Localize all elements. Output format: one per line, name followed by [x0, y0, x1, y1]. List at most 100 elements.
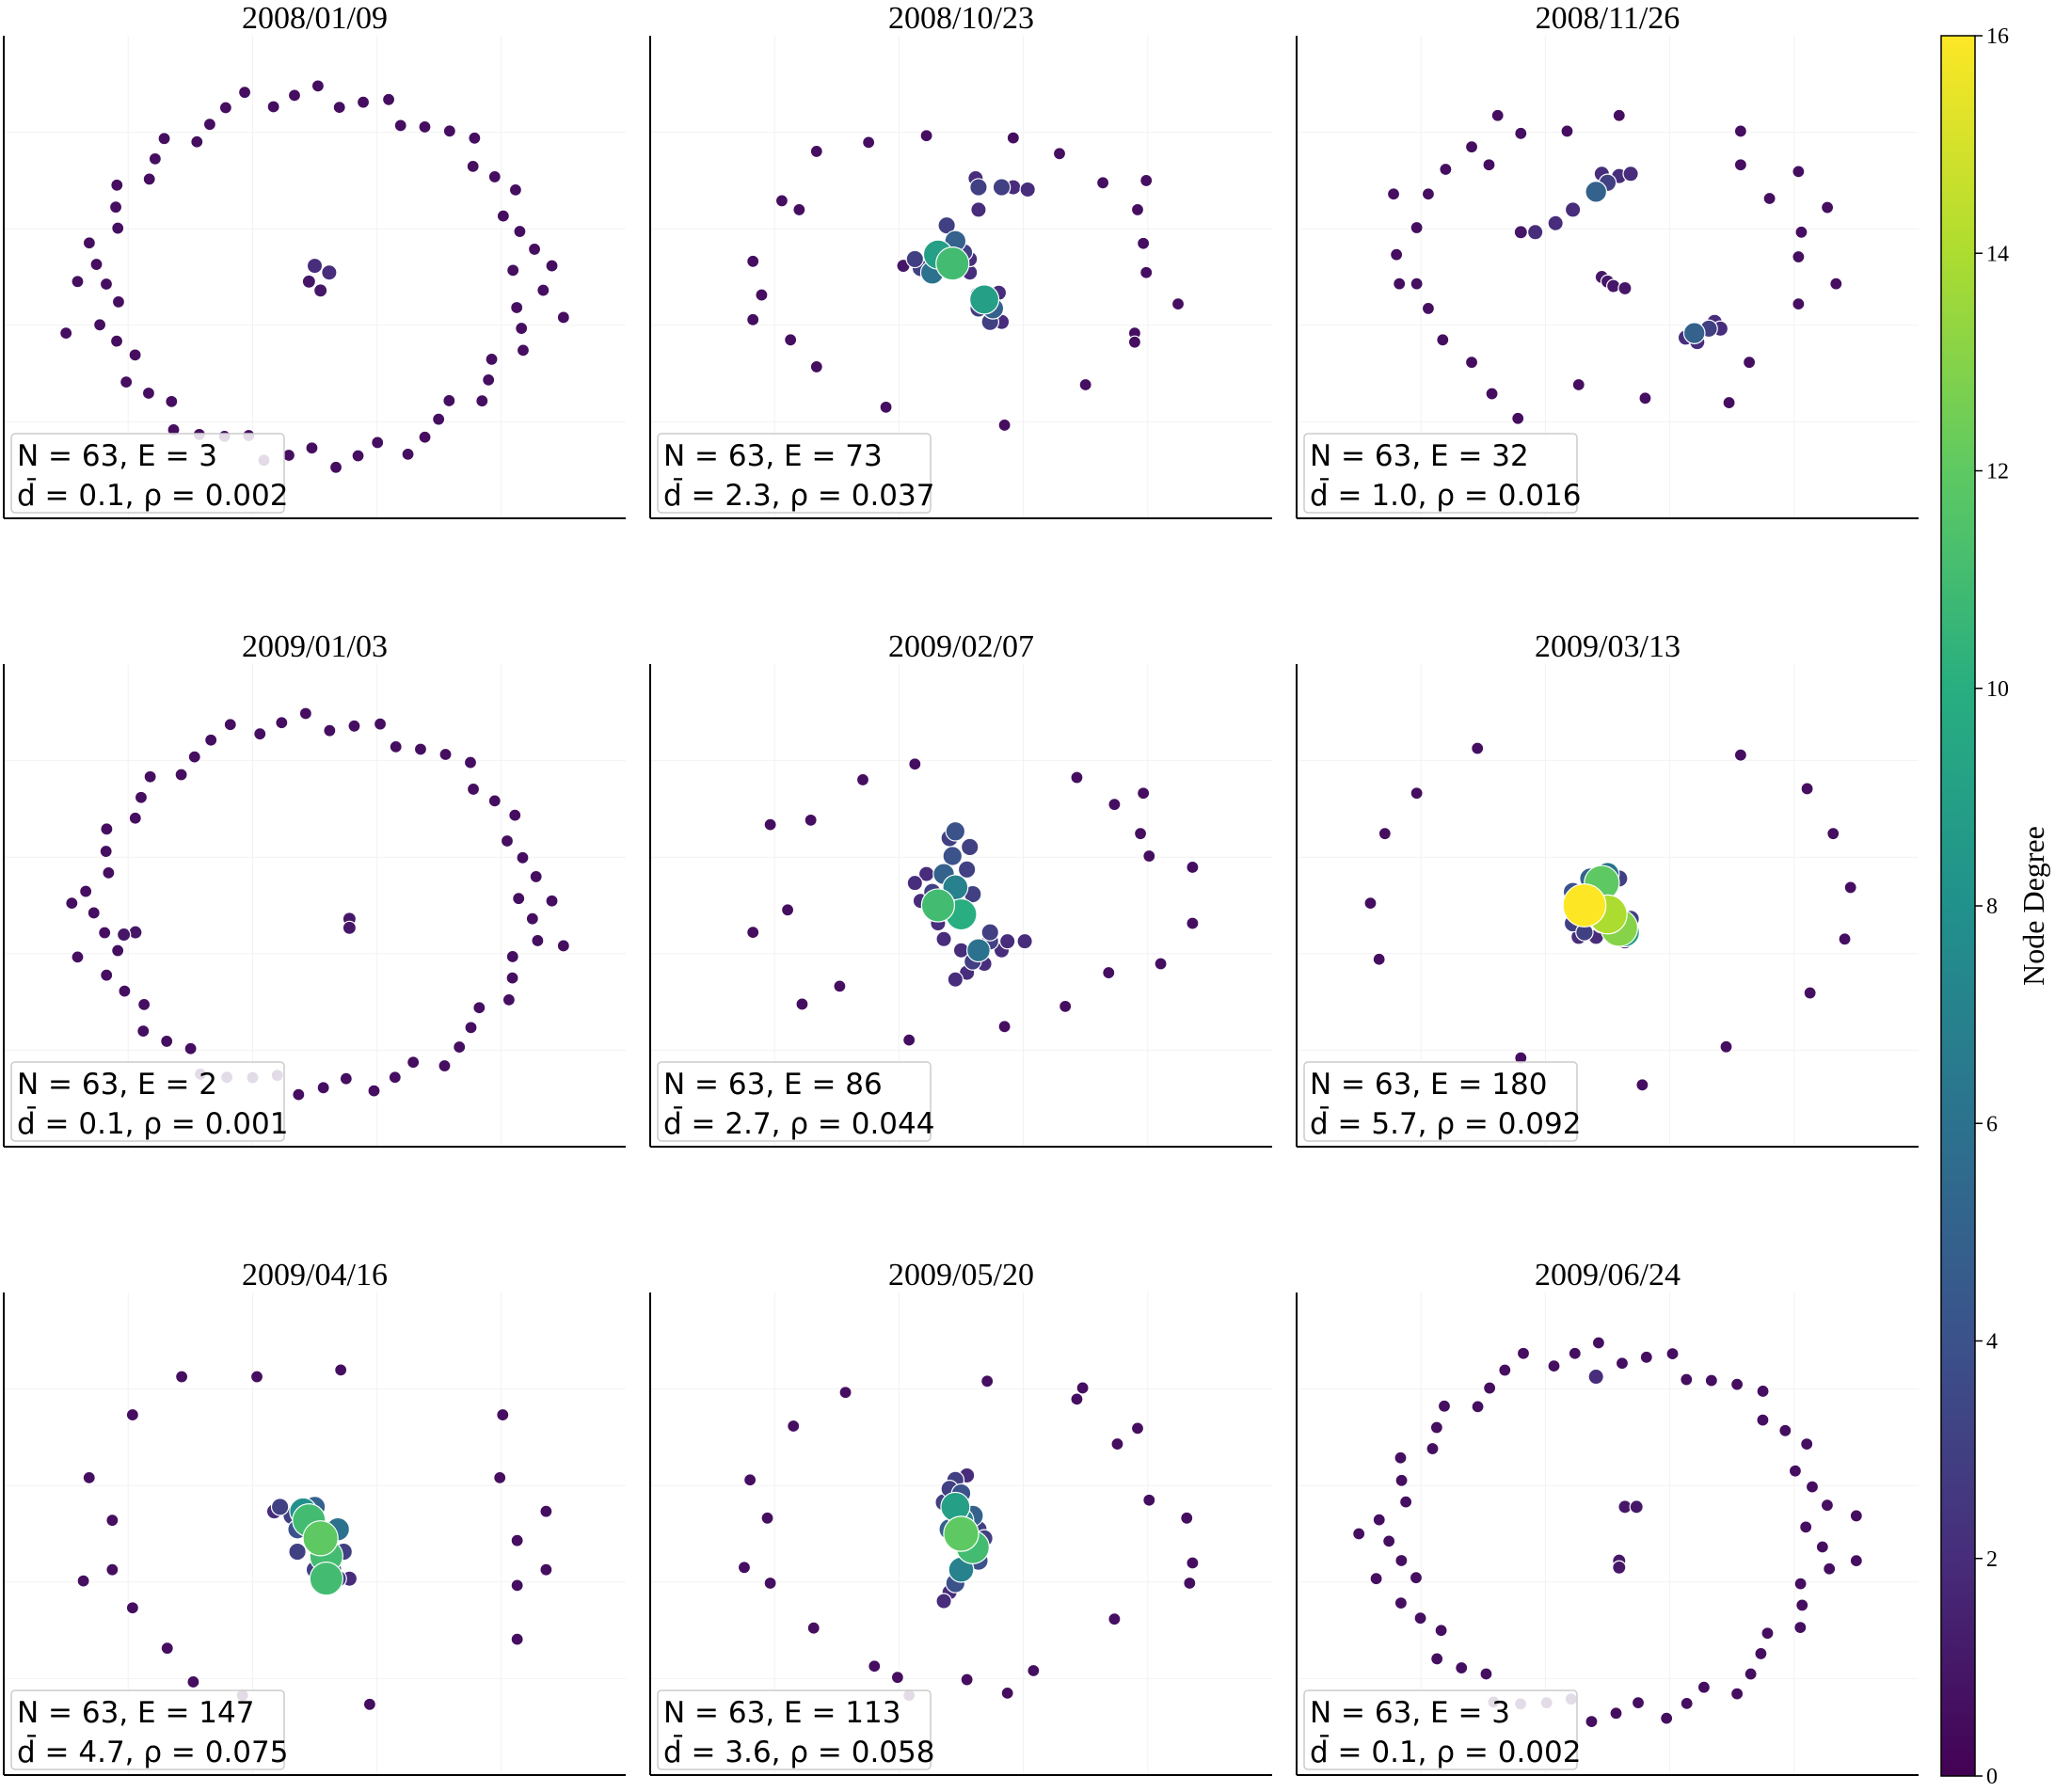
- node-isolated: [453, 1039, 467, 1055]
- node-isolated: [98, 926, 112, 940]
- node-isolated: [82, 236, 97, 250]
- node-isolated: [508, 808, 522, 822]
- node-isolated: [175, 1370, 189, 1384]
- node-isolated: [908, 757, 922, 771]
- node-isolated: [743, 1473, 757, 1487]
- node-connected: [270, 1498, 290, 1516]
- node-connected: [969, 178, 988, 197]
- node-isolated: [202, 118, 217, 132]
- node-isolated: [1719, 1039, 1733, 1054]
- node-isolated: [1760, 1626, 1775, 1641]
- node-connected: [935, 1593, 952, 1610]
- node-isolated: [1130, 202, 1145, 217]
- node-isolated: [389, 739, 403, 753]
- node-isolated: [1421, 301, 1436, 315]
- node-isolated: [1426, 1441, 1440, 1456]
- node-isolated: [1139, 173, 1154, 188]
- node-isolated: [1107, 1612, 1122, 1626]
- node-isolated: [1410, 277, 1424, 291]
- node-connected: [1585, 181, 1608, 203]
- node-isolated: [763, 817, 777, 832]
- node-isolated: [1070, 1392, 1084, 1406]
- node-isolated: [1479, 1667, 1493, 1681]
- node-isolated: [516, 850, 530, 864]
- node-isolated: [1399, 1495, 1413, 1509]
- node-isolated: [868, 1659, 882, 1673]
- node-isolated: [1171, 297, 1186, 311]
- node-isolated: [92, 318, 107, 332]
- node-isolated: [142, 172, 156, 186]
- stats-line-2: d̄ = 0.1, ρ = 0.002: [17, 478, 288, 513]
- node-connected: [321, 264, 338, 281]
- node-connected: [905, 249, 925, 269]
- node-connected: [957, 860, 977, 880]
- node-isolated: [1730, 1687, 1744, 1701]
- stats-line-1: N = 63, E = 73: [663, 439, 883, 473]
- node-isolated: [1805, 1480, 1820, 1494]
- node-isolated: [87, 906, 101, 920]
- node-isolated: [111, 944, 125, 958]
- node-isolated: [464, 1021, 478, 1035]
- node-isolated: [1820, 200, 1835, 214]
- panel-4: 2009/01/03 N = 63, E = 2 d̄ = 0.1, ρ = 0.0…: [3, 629, 626, 1148]
- node-isolated: [100, 968, 114, 982]
- node-isolated: [505, 949, 519, 964]
- panel-title: 2009/02/07: [888, 629, 1034, 664]
- node-isolated: [1000, 1686, 1014, 1700]
- node-isolated: [997, 1020, 1012, 1034]
- node-isolated: [855, 772, 870, 787]
- node-isolated: [105, 1514, 119, 1528]
- colorbar-tick-label: 12: [1986, 460, 2009, 484]
- node-isolated: [249, 1370, 264, 1384]
- node-isolated: [487, 169, 502, 184]
- stats-box-frame: [657, 1061, 932, 1142]
- node-isolated: [1660, 1711, 1674, 1725]
- stats-box: N = 63, E = 147 d̄ = 4.7, ρ = 0.075: [10, 1689, 288, 1770]
- panel-title: 2008/01/09: [242, 1, 388, 36]
- node-isolated: [1820, 1499, 1835, 1513]
- node-isolated: [186, 1674, 200, 1689]
- node-isolated: [1390, 247, 1404, 262]
- node-isolated: [500, 833, 515, 848]
- node-isolated: [510, 1578, 524, 1593]
- node-isolated: [1498, 1363, 1512, 1377]
- node-isolated: [919, 129, 933, 143]
- node-isolated: [332, 101, 346, 115]
- node-isolated: [1137, 786, 1151, 801]
- node-isolated: [1849, 1554, 1863, 1568]
- node-isolated: [833, 979, 847, 993]
- node-isolated: [1394, 1473, 1409, 1487]
- node-isolated: [482, 373, 496, 387]
- node-connected: [1513, 225, 1528, 240]
- node-isolated: [512, 892, 526, 906]
- stats-box-frame: [1303, 1061, 1578, 1142]
- node-isolated: [493, 1470, 507, 1484]
- node-isolated: [143, 769, 157, 784]
- node-connected: [306, 257, 324, 275]
- node-isolated: [545, 894, 559, 908]
- node-isolated: [809, 359, 823, 374]
- node-isolated: [806, 1621, 820, 1635]
- node-isolated: [746, 312, 760, 326]
- node-isolated: [1386, 187, 1401, 201]
- node-isolated: [1511, 411, 1525, 425]
- node-isolated: [468, 131, 482, 145]
- node-isolated: [128, 348, 142, 362]
- node-isolated: [1730, 1377, 1744, 1391]
- node-isolated: [485, 352, 499, 366]
- node-isolated: [838, 1386, 852, 1400]
- node-isolated: [774, 194, 789, 208]
- node-isolated: [59, 326, 73, 341]
- node-isolated: [406, 1055, 421, 1070]
- node-connected: [945, 820, 966, 842]
- node-isolated: [351, 449, 365, 463]
- node-connected: [116, 927, 132, 943]
- node-isolated: [1639, 1350, 1653, 1364]
- node-isolated: [1490, 108, 1505, 122]
- node-isolated: [125, 1601, 139, 1615]
- stats-box-frame: [10, 1061, 285, 1142]
- node-isolated: [141, 386, 156, 401]
- node-isolated: [1815, 1540, 1829, 1554]
- stats-box: N = 63, E = 3 d̄ = 0.1, ρ = 0.002: [10, 433, 288, 514]
- node-isolated: [792, 202, 806, 217]
